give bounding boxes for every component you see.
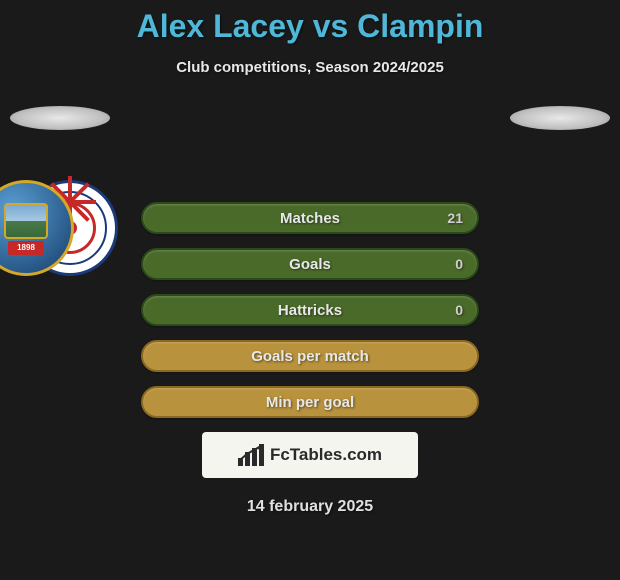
badge-year: 1898 [8, 241, 44, 255]
chart-icon [238, 444, 264, 466]
content-area: 1898 Matches 21 Goals 0 Hattricks 0 Goal… [0, 106, 620, 516]
stat-row-goals: Goals 0 [141, 248, 479, 280]
badge-scene-icon [4, 203, 48, 239]
page-subtitle: Club competitions, Season 2024/2025 [0, 59, 620, 76]
logo-text: FcTables.com [270, 445, 382, 465]
stat-value: 0 [455, 302, 463, 318]
date-label: 14 february 2025 [0, 498, 620, 516]
player-spotlight-left [10, 106, 110, 130]
stat-row-hattricks: Hattricks 0 [141, 294, 479, 326]
stat-label: Hattricks [278, 302, 342, 319]
stat-value: 0 [455, 256, 463, 272]
stat-row-min-per-goal: Min per goal [141, 386, 479, 418]
site-logo[interactable]: FcTables.com [202, 432, 418, 478]
stat-label: Goals [289, 256, 331, 273]
stat-value: 21 [447, 210, 463, 226]
stat-row-matches: Matches 21 [141, 202, 479, 234]
header: Alex Lacey vs Clampin Club competitions,… [0, 0, 620, 76]
stat-row-goals-per-match: Goals per match [141, 340, 479, 372]
stat-label: Goals per match [251, 348, 369, 365]
stat-label: Min per goal [266, 394, 354, 411]
stats-container: Matches 21 Goals 0 Hattricks 0 Goals per… [141, 202, 479, 418]
page-title: Alex Lacey vs Clampin [0, 8, 620, 45]
stat-label: Matches [280, 210, 340, 227]
player-spotlight-right [510, 106, 610, 130]
